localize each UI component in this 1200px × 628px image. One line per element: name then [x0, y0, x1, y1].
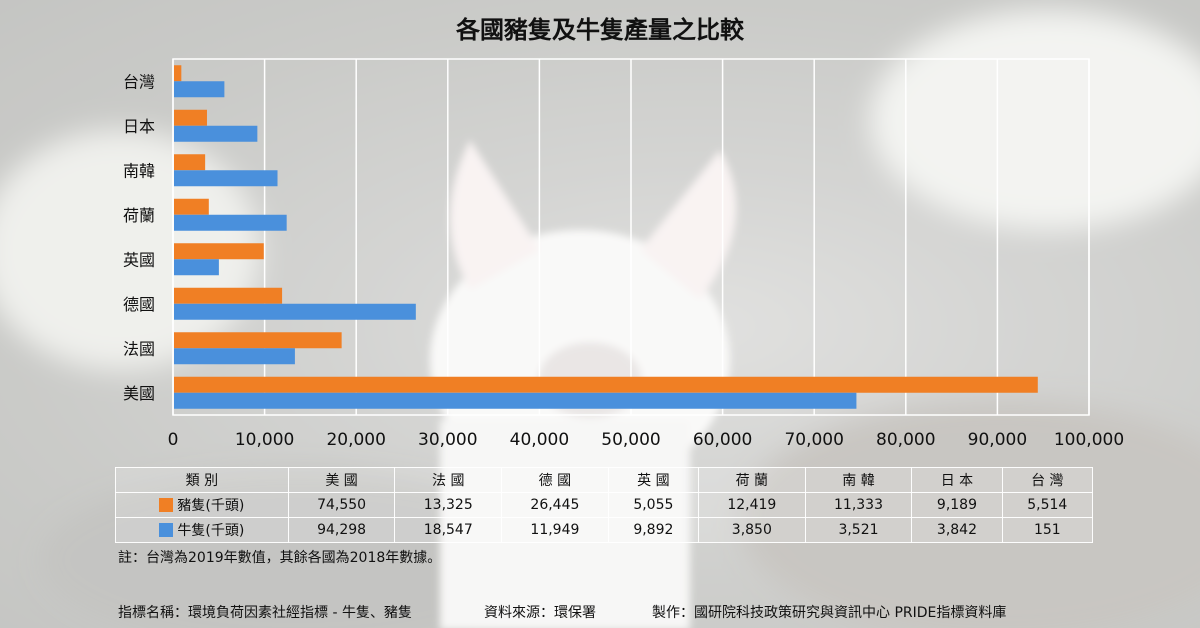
table-col-header: 台 灣 — [1001, 467, 1094, 493]
x-tick-label: 100,000 — [1054, 430, 1124, 450]
bar-pigs — [174, 287, 283, 304]
bar-pigs — [174, 243, 264, 260]
table-cell: 74,550 — [287, 492, 396, 518]
x-tick-label: 60,000 — [693, 430, 752, 450]
table-cell: 18,547 — [394, 517, 503, 543]
table-col-header: 德 國 — [501, 467, 609, 493]
x-tick-label: 0 — [168, 430, 179, 450]
x-tick-label: 50,000 — [601, 430, 660, 450]
table-cell: 151 — [1001, 517, 1094, 543]
table-col-header: 南 韓 — [804, 467, 913, 493]
table-header-label: 類 別 — [115, 467, 289, 493]
table-cell: 5,514 — [1001, 492, 1094, 518]
table-cell: 3,850 — [698, 517, 806, 543]
bar-cattle — [174, 348, 295, 365]
table-col-header: 美 國 — [287, 467, 396, 493]
table-cell: 11,949 — [501, 517, 609, 543]
bar-pigs — [174, 376, 1038, 393]
bar-cattle — [174, 81, 225, 98]
y-category-label: 美國 — [123, 384, 155, 403]
table-cell: 9,189 — [911, 492, 1003, 518]
y-category-label: 法國 — [123, 339, 155, 358]
table-cell: 5,055 — [607, 492, 700, 518]
x-tick-label: 80,000 — [876, 430, 935, 450]
bar-cattle — [174, 125, 258, 142]
x-tick-label: 70,000 — [784, 430, 843, 450]
table-col-header: 荷 蘭 — [698, 467, 806, 493]
row-label-pigs: 豬隻(千頭) — [115, 492, 289, 518]
table-cell: 3,521 — [804, 517, 913, 543]
y-category-label: 英國 — [123, 250, 155, 269]
table-cell: 9,892 — [607, 517, 700, 543]
y-category-label: 南韓 — [123, 161, 155, 180]
x-tick-label: 40,000 — [510, 430, 569, 450]
table-col-header: 日 本 — [911, 467, 1003, 493]
table-cell: 13,325 — [394, 492, 503, 518]
bar-pigs — [174, 198, 209, 215]
footnote: 註：台灣為2019年數值，其餘各國為2018年數據。 — [118, 550, 442, 566]
bar-chart: 0 10,000 20,000 30,000 40,000 50,000 60,000 70,… — [122, 65, 1125, 450]
bar-cattle — [174, 214, 287, 231]
table-row-pigs: 豬隻(千頭) 74,550 13,325 26,445 5,055 12,419… — [115, 492, 1094, 518]
chart-title: 各國豬隻及牛隻產量之比較 — [456, 16, 744, 44]
table-col-header: 法 國 — [394, 467, 503, 493]
table-cell: 26,445 — [501, 492, 609, 518]
table-row-cattle: 牛隻(千頭) 94,298 18,547 11,949 9,892 3,850 … — [115, 517, 1094, 543]
bar-pigs — [174, 154, 206, 171]
data-table: 類 別 美 國 法 國 德 國 英 國 荷 蘭 南 韓 日 本 台 灣 豬隻(千… — [115, 467, 1094, 543]
bar-pigs — [174, 332, 342, 349]
pig-swatch-icon — [159, 498, 174, 512]
bar-cattle — [174, 392, 857, 409]
y-category-label: 台灣 — [123, 72, 155, 91]
cattle-swatch-icon — [159, 523, 174, 537]
x-tick-label: 30,000 — [418, 430, 477, 450]
bar-cattle — [174, 170, 278, 187]
table-cell: 11,333 — [804, 492, 913, 518]
y-category-label: 荷蘭 — [123, 206, 155, 225]
bar-pigs — [174, 65, 182, 82]
table-cell: 12,419 — [698, 492, 806, 518]
bar-pigs — [174, 109, 207, 126]
footer-indicator: 指標名稱：環境負荷因素社經指標 - 牛隻、豬隻 — [118, 605, 412, 621]
footer-producer: 製作：國研院科技政策研究與資訊中心 PRIDE指標資料庫 — [652, 605, 1007, 621]
table-header-row: 類 別 美 國 法 國 德 國 英 國 荷 蘭 南 韓 日 本 台 灣 — [115, 467, 1094, 493]
x-tick-label: 90,000 — [968, 430, 1027, 450]
table-cell: 94,298 — [287, 517, 396, 543]
x-tick-label: 10,000 — [235, 430, 294, 450]
bar-cattle — [174, 259, 219, 276]
footer-source: 資料來源：環保署 — [484, 605, 596, 621]
y-category-label: 日本 — [123, 117, 155, 136]
y-category-label: 德國 — [123, 295, 155, 314]
x-tick-label: 20,000 — [326, 430, 385, 450]
table-cell: 3,842 — [911, 517, 1003, 543]
row-label-cattle: 牛隻(千頭) — [115, 517, 289, 543]
table-col-header: 英 國 — [607, 467, 700, 493]
bar-cattle — [174, 303, 416, 320]
